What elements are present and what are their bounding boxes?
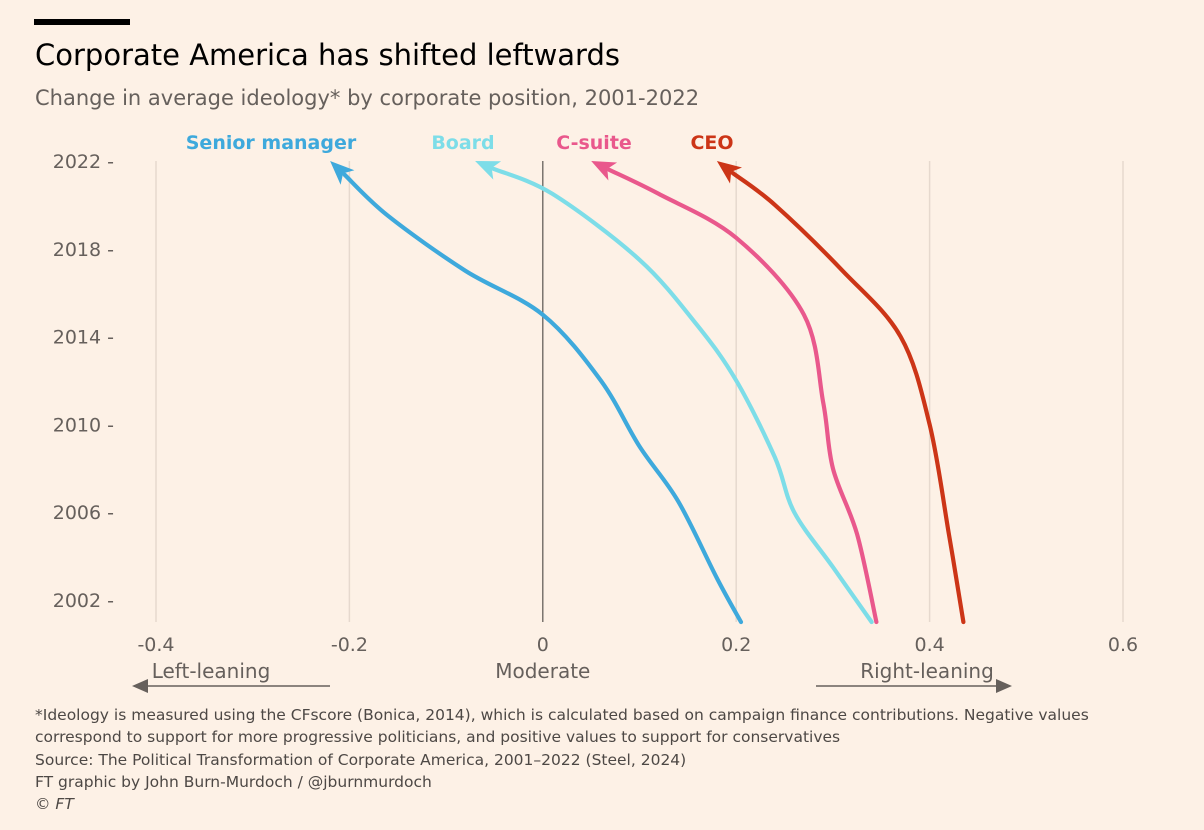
series-label-senior-manager: Senior manager xyxy=(186,132,357,154)
chart-subtitle: Change in average ideology* by corporate… xyxy=(35,86,700,110)
y-tick-label: 2022 - xyxy=(53,151,114,173)
y-tick-label: 2002 - xyxy=(53,590,114,612)
left-arrowhead-icon xyxy=(132,679,148,693)
copyright-line: © FT xyxy=(35,795,74,814)
arrowhead-icon-c-suite xyxy=(591,161,618,181)
y-tick-label: 2006 - xyxy=(53,502,114,524)
series-line-ceo xyxy=(730,171,966,625)
arrowhead-icon-ceo xyxy=(716,161,742,184)
chart-notes: *Ideology is measured using the CFscore … xyxy=(35,704,1175,815)
x-tick-label: 0.6 xyxy=(1108,634,1138,656)
arrowhead-icon-senior-manager xyxy=(330,161,355,185)
series-line-board xyxy=(491,166,874,625)
ideology-line-chart: 2002 - 2006 - 2010 - 2014 - 2018 - 2022 - -0.… xyxy=(53,132,1138,693)
x-tick-label: 0 xyxy=(537,634,549,656)
y-tick-label: 2018 - xyxy=(53,239,114,261)
series-label-c-suite: C-suite xyxy=(556,132,632,154)
right-leaning-label: Right-leaning xyxy=(860,659,994,683)
x-tick-label: -0.4 xyxy=(137,634,174,656)
x-axis-annotations: Left-leaning Moderate Right-leaning xyxy=(132,659,1012,693)
chart-title: Corporate America has shifted leftwards xyxy=(35,38,620,72)
right-arrowhead-icon xyxy=(996,679,1012,693)
moderate-label: Moderate xyxy=(495,659,590,683)
y-tick-label: 2010 - xyxy=(53,414,114,436)
source-line: Source: The Political Transformation of … xyxy=(35,750,687,769)
credit-line: FT graphic by John Burn-Murdoch / @jburn… xyxy=(35,772,432,791)
series-label-board: Board xyxy=(431,132,494,154)
x-axis-ticks: -0.4 -0.2 0 0.2 0.4 0.6 xyxy=(137,634,1138,656)
footnote-line-2: correspond to support for more progressi… xyxy=(35,728,841,747)
ft-header-bar xyxy=(34,19,130,25)
series-labels: Senior manager Board C-suite CEO xyxy=(186,132,734,154)
series-layer xyxy=(330,161,966,625)
x-tick-label: -0.2 xyxy=(331,634,368,656)
y-axis-ticks: 2002 - 2006 - 2010 - 2014 - 2018 - 2022 - xyxy=(53,151,114,612)
series-line-senior-manager xyxy=(342,172,744,625)
footnote-line-1: *Ideology is measured using the CFscore … xyxy=(35,706,1089,724)
y-tick-label: 2014 - xyxy=(53,327,114,349)
grid-layer xyxy=(155,161,1124,622)
x-tick-label: 0.2 xyxy=(721,634,751,656)
series-line-c-suite xyxy=(607,167,879,625)
left-leaning-label: Left-leaning xyxy=(152,659,271,683)
arrowhead-icon-board xyxy=(475,161,502,180)
x-tick-label: 0.4 xyxy=(914,634,944,656)
series-label-ceo: CEO xyxy=(690,132,733,154)
